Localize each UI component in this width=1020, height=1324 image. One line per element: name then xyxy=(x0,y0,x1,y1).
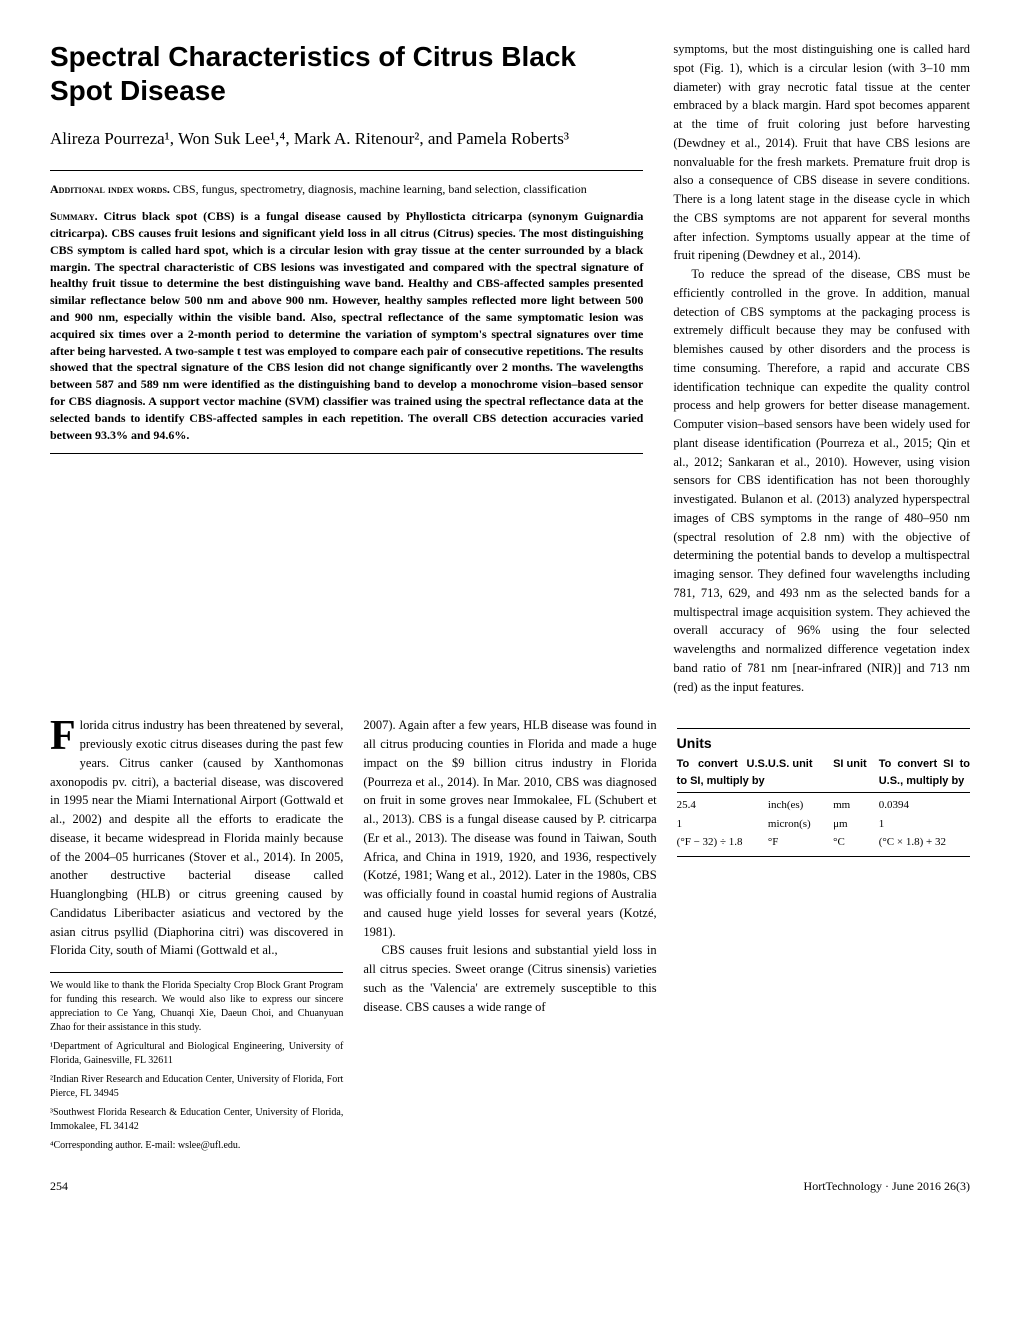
page-number: 254 xyxy=(50,1178,68,1195)
units-cell: micron(s) xyxy=(768,816,833,833)
column-1: Florida citrus industry has been threate… xyxy=(50,716,343,1158)
units-cell: °C xyxy=(833,834,879,851)
units-cell: (°C × 1.8) + 32 xyxy=(879,834,970,851)
units-table: Units To convert U.S. to SI, multiply by… xyxy=(677,728,970,857)
units-row: (°F − 32) ÷ 1.8 °F °C (°C × 1.8) + 32 xyxy=(677,833,970,852)
summary-block: Summary. Citrus black spot (CBS) is a fu… xyxy=(50,208,643,443)
keywords-block: Additional index words. CBS, fungus, spe… xyxy=(50,181,643,198)
journal-info: HortTechnology · June 2016 26(3) xyxy=(804,1178,970,1195)
units-row: 25.4 inch(es) mm 0.0394 xyxy=(677,796,970,815)
units-cell: inch(es) xyxy=(768,797,833,814)
units-row: 1 micron(s) μm 1 xyxy=(677,815,970,834)
units-cell: 1 xyxy=(677,816,768,833)
divider xyxy=(50,453,643,454)
col3-p1: symptoms, but the most distinguishing on… xyxy=(673,40,970,265)
col2-p2: CBS causes fruit lesions and substantial… xyxy=(363,941,656,1016)
units-cell: °F xyxy=(768,834,833,851)
page-footer: 254 HortTechnology · June 2016 26(3) xyxy=(50,1178,970,1195)
footnotes: We would like to thank the Florida Speci… xyxy=(50,972,343,1153)
authors-line: Alireza Pourreza¹, Won Suk Lee¹,⁴, Mark … xyxy=(50,125,643,152)
summary-text: Citrus black spot (CBS) is a fungal dise… xyxy=(50,209,643,441)
units-title: Units xyxy=(677,733,970,754)
column-2: 2007). Again after a few years, HLB dise… xyxy=(363,716,656,1158)
units-h3: SI unit xyxy=(833,756,879,789)
dropcap: F xyxy=(50,716,80,755)
units-cell: (°F − 32) ÷ 1.8 xyxy=(677,834,768,851)
keywords-text: CBS, fungus, spectrometry, diagnosis, ma… xyxy=(173,182,587,196)
units-h4: To convert SI to U.S., multiply by xyxy=(879,756,970,789)
units-cell: 1 xyxy=(879,816,970,833)
divider xyxy=(50,170,643,171)
col3-p2: To reduce the spread of the disease, CBS… xyxy=(673,265,970,696)
col2-p1: 2007). Again after a few years, HLB dise… xyxy=(363,716,656,941)
units-h1: To convert U.S. to SI, multiply by xyxy=(677,756,768,789)
footnote-4: ⁴Corresponding author. E-mail: wslee@ufl… xyxy=(50,1139,343,1153)
units-cell: μm xyxy=(833,816,879,833)
units-cell: mm xyxy=(833,797,879,814)
units-h2: U.S. unit xyxy=(768,756,833,789)
units-header: To convert U.S. to SI, multiply by U.S. … xyxy=(677,756,970,793)
footnote-3: ³Southwest Florida Research & Education … xyxy=(50,1106,343,1134)
footnote-1: ¹Department of Agricultural and Biologic… xyxy=(50,1040,343,1068)
article-title: Spectral Characteristics of Citrus Black… xyxy=(50,40,643,107)
footnote-ack: We would like to thank the Florida Speci… xyxy=(50,979,343,1035)
column-3: Units To convert U.S. to SI, multiply by… xyxy=(677,716,970,1158)
units-cell: 25.4 xyxy=(677,797,768,814)
col1-p1: Florida citrus industry has been threate… xyxy=(50,716,343,960)
summary-label: Summary. xyxy=(50,209,98,223)
keywords-label: Additional index words. xyxy=(50,182,170,196)
units-cell: 0.0394 xyxy=(879,797,970,814)
footnote-2: ²Indian River Research and Education Cen… xyxy=(50,1073,343,1101)
